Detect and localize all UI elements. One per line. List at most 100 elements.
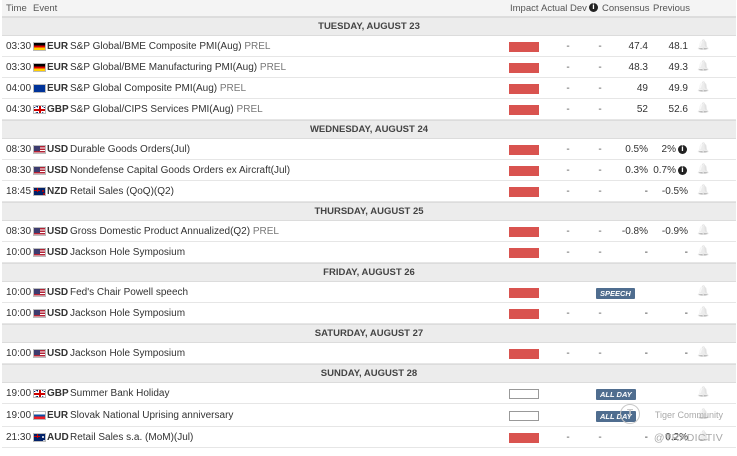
event-title[interactable]: Slovak National Uprising anniversary xyxy=(70,410,233,421)
event-currency: NZD xyxy=(47,186,68,197)
col-previous-header[interactable]: Previous xyxy=(653,3,690,14)
impact-indicator xyxy=(509,42,539,52)
event-row[interactable]: 18:45 NZD Retail Sales (QoQ)(Q2) - - - -0.5% 🔔 xyxy=(2,181,736,202)
event-row[interactable]: 04:30 GBP S&P Global/CIPS Services PMI(Aug… xyxy=(2,99,736,120)
bell-icon[interactable]: 🔔 xyxy=(697,387,710,398)
bell-icon[interactable]: 🔔 xyxy=(697,185,710,196)
tiger-logo-icon: T xyxy=(620,404,640,424)
bell-icon[interactable]: 🔔 xyxy=(697,61,710,72)
event-row[interactable]: 08:30 USD Gross Domestic Product Annualize… xyxy=(2,221,736,242)
event-currency: USD xyxy=(47,226,69,237)
bell-icon[interactable]: 🔔 xyxy=(697,225,710,236)
event-title[interactable]: Gross Domestic Product Annualized(Q2) PR… xyxy=(70,226,279,237)
event-actual: - xyxy=(566,62,570,73)
event-title[interactable]: Fed's Chair Powell speech xyxy=(70,287,188,298)
event-title-text: Retail Sales (QoQ)(Q2) xyxy=(70,186,174,197)
event-previous: 52.6 xyxy=(668,104,688,115)
event-title[interactable]: S&P Global Composite PMI(Aug) PREL xyxy=(70,83,246,94)
event-row[interactable]: 19:00 GBP Summer Bank Holiday ALL DAY 🔔 xyxy=(2,383,736,404)
col-time-header[interactable]: Time xyxy=(6,3,27,14)
event-previous: 0.2% xyxy=(665,432,688,443)
event-title-text: Gross Domestic Product Annualized(Q2) xyxy=(70,226,251,237)
event-tag: PREL xyxy=(259,62,287,73)
event-title[interactable]: Durable Goods Orders(Jul) xyxy=(70,144,190,155)
impact-indicator xyxy=(509,227,539,237)
event-title-text: Slovak National Uprising anniversary xyxy=(70,410,234,421)
flag-de-icon xyxy=(33,42,46,51)
event-row[interactable]: 21:30 AUD Retail Sales s.a. (MoM)(Jul) - - - 0… xyxy=(2,427,736,448)
event-row[interactable]: 03:30 EUR S&P Global/BME Manufacturing PMI… xyxy=(2,57,736,78)
event-title[interactable]: Jackson Hole Symposium xyxy=(70,247,185,258)
event-consensus: 47.4 xyxy=(628,41,648,52)
event-consensus: 0.3% xyxy=(625,165,648,176)
event-row[interactable]: 08:30 USD Nondefense Capital Goods Orders … xyxy=(2,160,736,181)
col-impact-header[interactable]: Impact xyxy=(510,3,539,14)
event-consensus: 0.5% xyxy=(625,144,648,155)
event-row[interactable]: 03:30 EUR S&P Global/BME Composite PMI(Aug… xyxy=(2,36,736,57)
event-title[interactable]: Jackson Hole Symposium xyxy=(70,308,185,319)
event-title[interactable]: Nondefense Capital Goods Orders ex Aircr… xyxy=(70,165,290,176)
event-title-text: S&P Global Composite PMI(Aug) xyxy=(70,83,218,94)
event-tag: PREL xyxy=(219,83,247,94)
col-event-header[interactable]: Event xyxy=(33,3,58,14)
bell-icon[interactable]: 🔔 xyxy=(697,409,710,420)
day-header: THURSDAY, AUGUST 25 xyxy=(2,202,736,221)
flag-us-icon xyxy=(33,349,46,358)
col-actual-header[interactable]: Actual xyxy=(541,3,568,14)
event-title[interactable]: Summer Bank Holiday xyxy=(70,388,169,399)
event-time: 18:45 xyxy=(6,186,32,197)
bell-icon[interactable]: 🔔 xyxy=(697,40,710,51)
bell-icon[interactable]: 🔔 xyxy=(697,246,710,257)
bell-icon[interactable]: 🔔 xyxy=(697,82,710,93)
day-header: TUESDAY, AUGUST 23 xyxy=(2,17,736,36)
event-previous: - xyxy=(684,348,688,359)
bell-icon[interactable]: 🔔 xyxy=(697,103,710,114)
speech-badge: SPEECH xyxy=(596,288,635,299)
event-title[interactable]: Retail Sales (QoQ)(Q2) xyxy=(70,186,174,197)
previous-info-icon[interactable]: i xyxy=(678,145,687,154)
event-row[interactable]: 10:00 USD Jackson Hole Symposium - - - - 🔔 xyxy=(2,242,736,263)
event-title-text: S&P Global/BME Composite PMI(Aug) xyxy=(70,41,242,52)
event-dev: - xyxy=(598,432,602,443)
flag-de-icon xyxy=(33,63,46,72)
event-dev: - xyxy=(598,165,602,176)
col-consensus-header[interactable]: Consensus xyxy=(602,3,650,14)
event-title[interactable]: S&P Global/BME Composite PMI(Aug) PREL xyxy=(70,41,270,52)
event-row[interactable]: 04:00 EUR S&P Global Composite PMI(Aug) PR… xyxy=(2,78,736,99)
event-actual: - xyxy=(566,308,570,319)
event-time: 10:00 xyxy=(6,348,32,359)
event-row[interactable]: 10:00 USD Jackson Hole Symposium - - - - 🔔 xyxy=(2,303,736,324)
impact-indicator xyxy=(509,411,539,421)
col-dev-header[interactable]: Dev i xyxy=(570,3,598,14)
event-actual: - xyxy=(566,432,570,443)
bell-icon[interactable]: 🔔 xyxy=(697,307,710,318)
event-time: 03:30 xyxy=(6,41,32,52)
event-consensus: 48.3 xyxy=(628,62,648,73)
event-currency: USD xyxy=(47,144,69,155)
event-consensus: - xyxy=(644,348,648,359)
bell-icon[interactable]: 🔔 xyxy=(697,164,710,175)
event-row[interactable]: 10:00 USD Jackson Hole Symposium - - - - 🔔 xyxy=(2,343,736,364)
info-icon[interactable]: i xyxy=(588,3,598,12)
bell-icon[interactable]: 🔔 xyxy=(697,143,710,154)
event-title[interactable]: S&P Global/BME Manufacturing PMI(Aug) PR… xyxy=(70,62,286,73)
event-row[interactable]: 19:00 EUR Slovak National Uprising anniver… xyxy=(2,404,736,427)
event-time: 04:00 xyxy=(6,83,32,94)
bell-icon[interactable]: 🔔 xyxy=(697,431,710,442)
event-title[interactable]: Retail Sales s.a. (MoM)(Jul) xyxy=(70,432,193,443)
event-time: 04:30 xyxy=(6,104,32,115)
event-row[interactable]: 10:00 USD Fed's Chair Powell speech SPEECH 🔔 xyxy=(2,282,736,303)
event-row[interactable]: 08:30 USD Durable Goods Orders(Jul) - - 0.5% 2… xyxy=(2,139,736,160)
bell-icon[interactable]: 🔔 xyxy=(697,286,710,297)
bell-icon[interactable]: 🔔 xyxy=(697,347,710,358)
event-dev: - xyxy=(598,226,602,237)
previous-info-icon[interactable]: i xyxy=(678,166,687,175)
event-consensus: - xyxy=(644,432,648,443)
event-title[interactable]: Jackson Hole Symposium xyxy=(70,348,185,359)
event-title[interactable]: S&P Global/CIPS Services PMI(Aug) PREL xyxy=(70,104,263,115)
event-currency: EUR xyxy=(47,62,69,73)
impact-indicator xyxy=(509,84,539,94)
event-consensus: 52 xyxy=(636,104,648,115)
impact-indicator xyxy=(509,248,539,258)
event-time: 10:00 xyxy=(6,308,32,319)
